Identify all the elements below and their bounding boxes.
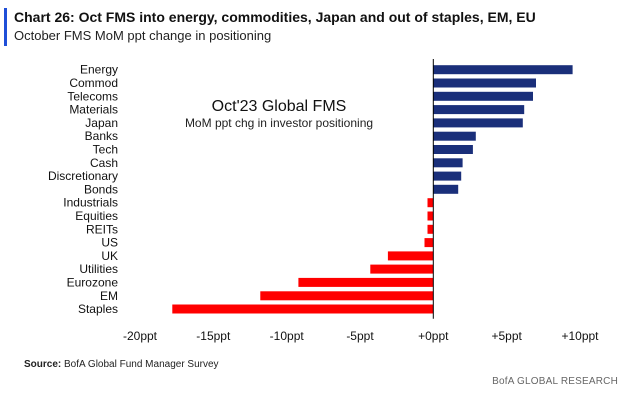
category-label: Utilities [79,262,118,276]
bar-uk [387,251,434,261]
x-tick-label: -5ppt [346,329,374,343]
bar-materials [433,105,525,115]
chart-inner-subtitle: MoM ppt chg in investor positioning [185,116,373,130]
source-note: Source: BofA Global Fund Manager Survey [24,359,219,370]
x-tick-label: +0ppt [418,329,449,343]
title-accent-bar [4,8,7,46]
category-label: Energy [80,63,118,77]
category-label: Industrials [63,196,118,210]
source-text: BofA Global Fund Manager Survey [64,359,219,370]
x-tick-label: +10ppt [561,329,599,343]
bar-banks [433,131,476,141]
bar-cash [433,158,463,168]
category-label: Eurozone [67,275,119,289]
chart-title: Chart 26: Oct FMS into energy, commoditi… [14,9,536,25]
chart-subtitle: October FMS MoM ppt change in positionin… [14,28,272,43]
category-label: UK [101,249,118,263]
bar-tech [433,145,473,154]
bar-equities [427,211,434,221]
bar-commod [433,78,536,88]
category-label: Materials [69,103,118,117]
bar-staples [172,304,434,314]
bar-us [424,238,434,248]
source-label: Source: [24,359,62,370]
bar-telecoms [433,91,533,101]
category-label: Discretionary [48,169,118,183]
bar-discretionary [433,171,462,181]
category-label: Japan [85,116,118,130]
bar-industrials [427,198,434,208]
bar-reits [427,224,434,234]
bar-eurozone [298,277,434,287]
chart-inner-title: Oct'23 Global FMS [212,98,347,115]
category-label: Telecoms [67,89,118,103]
category-label: Bonds [84,182,118,196]
bar-energy [433,65,573,75]
category-label: Cash [90,156,118,170]
x-tick-label: -20ppt [123,329,158,343]
bar-bonds [433,184,459,194]
x-tick-label: +5ppt [492,329,523,343]
category-label: EM [100,289,118,303]
bar-em [260,291,434,301]
category-label: US [101,236,118,250]
x-tick-label: -10ppt [270,329,305,343]
category-label: REITs [86,222,118,236]
category-label: Commod [69,76,118,90]
category-label: Tech [93,143,118,157]
bar-japan [433,118,523,128]
x-tick-label: -15ppt [196,329,231,343]
bar-utilities [370,264,434,274]
brand-footer: BofA GLOBAL RESEARCH [492,376,618,387]
category-label: Staples [78,302,118,316]
category-label: Banks [85,129,118,143]
category-label: Equities [75,209,118,223]
